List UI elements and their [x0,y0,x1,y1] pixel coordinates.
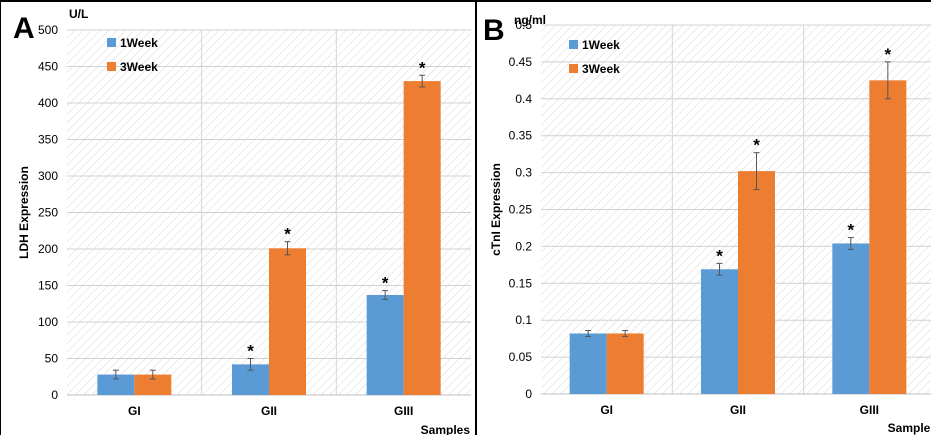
significance-marker: * [753,136,760,155]
y-tick-label: 100 [38,315,58,329]
y-tick-label: 0.05 [509,350,533,364]
y-tick-label: 0 [525,387,532,401]
y-tick-label: 150 [38,279,58,293]
y-tick-label: 500 [38,23,58,37]
chart-a-svg: 0 50 100 150 200 250 300 350 400 450 500 GI * * GII * * G… [17,7,471,435]
y-axis-title: LDH Expression [17,166,31,259]
y-tick-label: 0.25 [509,203,533,217]
legend-swatch-1Week [569,40,578,49]
bar-1Week-GIII [832,243,870,394]
x-tick-label: GII [261,404,277,418]
y-tick-label: 0.45 [509,55,533,69]
y-tick-label: 0.3 [515,166,532,180]
legend-label-1Week: 1Week [120,36,158,50]
y-tick-label: 300 [38,169,58,183]
y-tick-label: 450 [38,60,58,74]
legend-label-3Week: 3Week [120,60,158,74]
chart-b-svg: 0 0.05 0.1 0.15 0.2 0.25 0.3 0.35 0.4 0.45 0.5 GI * *… [489,13,931,435]
x-tick-label: GIII [394,404,413,418]
significance-marker: * [848,221,855,240]
significance-marker: * [885,45,892,64]
bar-1Week-GIII [366,294,404,395]
legend-swatch-3Week [107,62,116,71]
y-tick-label: 50 [45,352,59,366]
legend-label-1Week: 1Week [582,38,620,52]
bar-3Week-GII [269,248,306,395]
y-tick-label: 0.4 [515,92,532,106]
bar-3Week-GII [738,171,775,394]
significance-marker: * [716,246,723,265]
x-tick-label: GIII [860,403,879,417]
bar-1Week-GII [701,269,738,394]
x-tick-label: GI [128,404,141,418]
legend-swatch-1Week [107,38,116,47]
x-tick-label: GII [730,403,746,417]
legend-label-3Week: 3Week [582,62,620,76]
legend-swatch-3Week [569,64,578,73]
y-tick-label: 250 [38,206,58,220]
y-tick-label: 200 [38,242,58,256]
y-tick-label: 350 [38,133,58,147]
unit-label: ng/ml [514,13,546,27]
x-axis-title: Samples [888,421,931,435]
panel-label-a: A [13,12,35,45]
y-tick-label: 0.1 [515,313,532,327]
significance-marker: * [419,58,426,77]
bar-1Week-GI [569,333,607,394]
bar-3Week-GIII [403,81,441,395]
panel-label-b: B [483,14,505,47]
y-tick-label: 0.2 [515,239,532,253]
x-tick-label: GI [600,403,613,417]
unit-label: U/L [69,7,88,21]
y-tick-label: 400 [38,96,58,110]
chart-panel-b: B 0 0.05 0.1 0.15 0.2 0.25 0.3 0.35 0.4 0.45 0.5 GI… [477,0,931,437]
bar-3Week-GI [606,333,644,394]
y-axis-title: cTnI Expression [489,163,503,256]
bar-1Week-GI [97,374,135,395]
significance-marker: * [247,342,254,361]
x-axis-title: Samples [421,423,471,435]
significance-marker: * [284,225,291,244]
significance-marker: * [382,274,389,293]
y-tick-label: 0.15 [509,276,533,290]
y-tick-label: 0 [51,388,58,402]
bar-3Week-GI [134,374,172,395]
chart-panel-a: A 0 50 100 150 200 250 300 350 400 450 500 GI * * GII *… [0,0,477,435]
y-tick-label: 0.5 [515,18,532,32]
bar-3Week-GIII [869,80,907,394]
y-tick-label: 0.35 [509,129,533,143]
